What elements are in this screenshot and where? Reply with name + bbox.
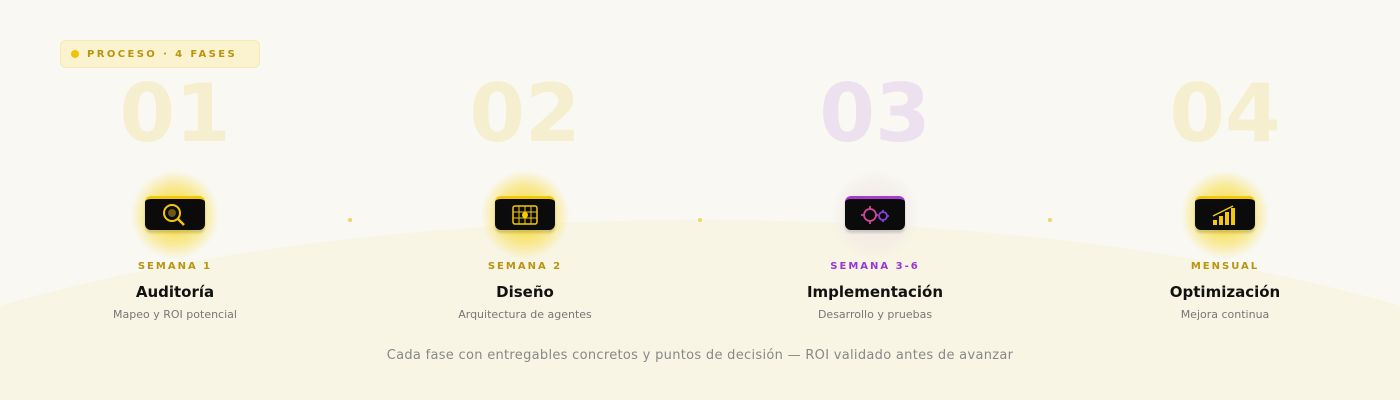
phase-week: SEMANA 1	[137, 261, 213, 272]
gears-icon	[845, 196, 905, 230]
phase-description: Mapeo y ROI potencial	[113, 308, 237, 321]
phase-number: 02	[469, 67, 581, 160]
badge-label: PROCESO · 4 FASES	[87, 48, 238, 60]
phase-number: 01	[119, 67, 231, 160]
phase-title: Optimización	[1169, 283, 1281, 301]
separator-dot	[1048, 218, 1052, 222]
phase-title: Auditoría	[135, 283, 215, 301]
phase-number: 04	[1169, 67, 1281, 160]
magnifier-icon	[145, 196, 205, 230]
phase-design: 02 SEMANA 2 Diseño Arquitectura de agent…	[375, 67, 675, 322]
phase-description: Arquitectura de agentes	[458, 308, 592, 321]
growth-chart-icon	[1195, 196, 1255, 230]
footer-note: Cada fase con entregables concretos y pu…	[386, 348, 1014, 363]
phase-description: Mejora continua	[1180, 308, 1270, 321]
phase-implementation: 03 SEMANA 3-6 Implementación Desarrollo …	[725, 67, 1025, 322]
phase-week: SEMANA 2	[487, 261, 563, 272]
separator-dot	[348, 218, 352, 222]
phase-description: Desarrollo y pruebas	[817, 308, 933, 321]
phase-optimization: 04 MENSUAL Optimización Mejora continua	[1075, 67, 1375, 322]
phase-title: Diseño	[496, 283, 554, 301]
separator-dot	[698, 218, 702, 222]
phase-number: 03	[819, 67, 931, 160]
phase-week: SEMANA 3-6	[830, 261, 920, 272]
phase-week: MENSUAL	[1190, 261, 1260, 272]
badge-dot	[71, 50, 79, 58]
phase-title: Implementación	[806, 283, 944, 301]
phase-audit: 01 SEMANA 1 Auditoría Mapeo y ROI potenc…	[25, 67, 325, 322]
process-badge: PROCESO · 4 FASES	[60, 40, 260, 68]
blueprint-grid-icon	[495, 196, 555, 230]
